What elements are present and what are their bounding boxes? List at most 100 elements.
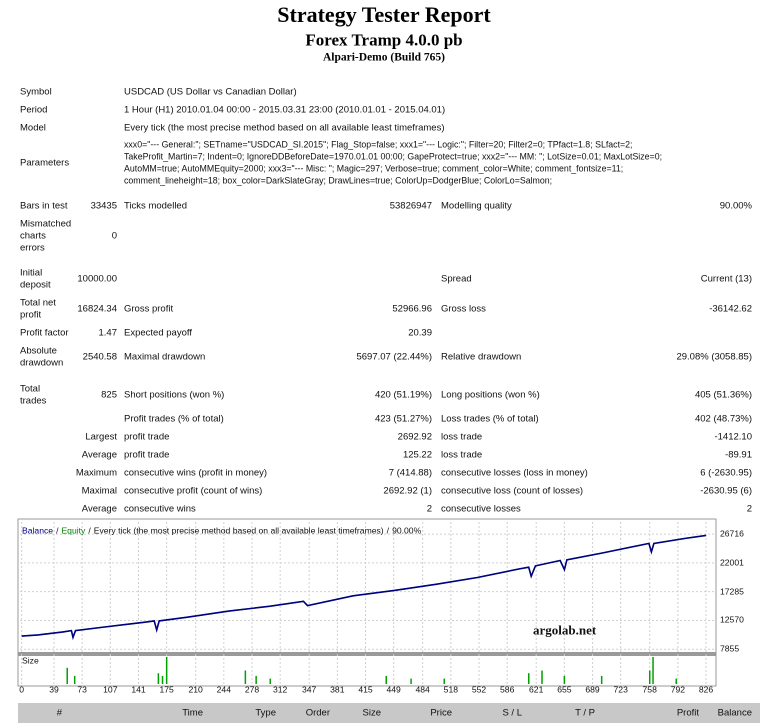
column-header: S / L xyxy=(502,707,522,719)
x-tick-label: 278 xyxy=(244,684,260,695)
row-key: Short positions (won %) xyxy=(124,389,225,401)
column-header: Profit xyxy=(676,707,699,719)
row-value: -1412.10 xyxy=(714,431,752,443)
x-tick-label: 723 xyxy=(613,684,628,695)
column-header: Balance xyxy=(717,707,752,719)
row-key: consecutive losses xyxy=(441,503,521,515)
row-key: Gross loss xyxy=(441,303,486,315)
x-tick-label: 552 xyxy=(471,684,487,695)
row-label: Total xyxy=(20,383,41,395)
row-key: Relative drawdown xyxy=(441,351,522,363)
row-label: deposit xyxy=(20,279,51,291)
x-tick-label: 347 xyxy=(301,684,317,695)
row-value: 2692.92 (1) xyxy=(383,485,432,497)
row-key: Modelling quality xyxy=(441,200,512,212)
row-key: Gross profit xyxy=(124,303,174,315)
y-tick-label: 7855 xyxy=(720,643,740,654)
row-value: 420 (51.19%) xyxy=(374,389,432,401)
row-key: Ticks modelled xyxy=(124,200,188,212)
row-value: 0 xyxy=(111,230,117,242)
x-tick-label: 141 xyxy=(131,684,146,695)
row-label: drawdown xyxy=(20,357,64,369)
size-panel-label: Size xyxy=(22,655,39,666)
column-header: Time xyxy=(182,707,203,719)
row-label: Profit factor xyxy=(20,327,69,339)
column-header: Size xyxy=(362,707,381,719)
x-tick-label: 586 xyxy=(500,684,515,695)
row-value: -89.91 xyxy=(725,449,752,461)
row-value: 402 (48.73%) xyxy=(694,413,752,425)
row-key: profit trade xyxy=(124,431,170,443)
trades-header-bar xyxy=(18,703,760,723)
row-value: -36142.62 xyxy=(709,303,752,315)
legend-entry: Balance xyxy=(22,525,54,536)
x-tick-label: 73 xyxy=(77,684,87,695)
row-label: Bars in test xyxy=(20,200,68,212)
row-key: USDCAD (US Dollar vs Canadian Dollar) xyxy=(124,86,297,98)
row-key: 1 Hour (H1) 2010.01.04 00:00 - 2015.03.3… xyxy=(124,104,446,116)
legend-separator: / xyxy=(386,525,390,536)
row-value: 1.47 xyxy=(98,327,118,339)
parameters-line: comment_lineheight=18; box_color=DarkSla… xyxy=(124,175,553,186)
parameters-line: TakeProfit_Martin=7; Indent=0; IgnoreDDB… xyxy=(124,151,663,162)
x-tick-label: 621 xyxy=(529,684,544,695)
panel-separator xyxy=(18,652,716,656)
row-label: Total net xyxy=(20,297,56,309)
chart-legend: Balance / Equity / Every tick (the most prec… xyxy=(22,525,424,536)
legend-entry: Equity xyxy=(61,525,86,536)
row-key: profit trade xyxy=(124,449,170,461)
x-tick-label: 175 xyxy=(159,684,174,695)
row-value: -2630.95 (6) xyxy=(700,485,752,497)
row-label: Initial xyxy=(20,267,43,279)
row-value: Average xyxy=(81,449,117,461)
row-value: 16824.34 xyxy=(77,303,117,315)
report-subtitle: Forex Tramp 4.0.0 pb xyxy=(305,30,463,50)
row-value: 405 (51.36%) xyxy=(694,389,752,401)
x-tick-label: 484 xyxy=(415,684,430,695)
row-key: Expected payoff xyxy=(124,327,192,339)
row-key: Spread xyxy=(441,273,472,285)
column-header: T / P xyxy=(575,707,595,719)
row-key: Profit trades (% of total) xyxy=(124,413,224,425)
row-value: Current (13) xyxy=(700,273,752,285)
row-label: Period xyxy=(20,104,48,116)
row-label: Absolute xyxy=(20,345,57,357)
parameters-line: xxx0="--- General:"; SETname="USDCAD_SI.… xyxy=(124,140,633,151)
row-value: 2 xyxy=(746,503,752,515)
x-tick-label: 449 xyxy=(386,684,401,695)
row-key: Loss trades (% of total) xyxy=(441,413,539,425)
row-key: consecutive loss (count of losses) xyxy=(441,485,584,497)
y-tick-label: 22001 xyxy=(720,557,744,568)
x-tick-label: 518 xyxy=(443,684,459,695)
x-tick-label: 107 xyxy=(103,684,118,695)
row-label: profit xyxy=(20,309,42,321)
row-value: 125.22 xyxy=(402,449,432,461)
row-value: 2540.58 xyxy=(82,351,117,363)
row-value: 2692.92 xyxy=(397,431,432,443)
y-tick-label: 17285 xyxy=(720,586,744,597)
column-header: Order xyxy=(305,707,330,719)
row-label: charts xyxy=(20,230,46,242)
row-key: consecutive wins xyxy=(124,503,196,515)
row-key: consecutive wins (profit in money) xyxy=(124,467,268,479)
row-label: Mismatched xyxy=(20,218,72,230)
column-header: # xyxy=(56,707,62,719)
row-value: 7 (414.88) xyxy=(388,467,432,479)
row-key: loss trade xyxy=(441,431,483,443)
report-server: Alpari-Demo (Build 765) xyxy=(322,51,446,64)
x-tick-label: 792 xyxy=(670,684,686,695)
legend-model: Every tick (the most precise method base… xyxy=(93,525,384,536)
legend-separator: / xyxy=(88,525,91,536)
report-title: Strategy Tester Report xyxy=(277,2,491,27)
x-tick-label: 381 xyxy=(330,684,345,695)
row-value: 52966.96 xyxy=(392,303,432,315)
row-key: loss trade xyxy=(441,449,483,461)
row-key: consecutive profit (count of wins) xyxy=(124,485,263,497)
row-value: Maximal xyxy=(81,485,117,497)
chart-frame xyxy=(17,518,717,687)
row-value: Largest xyxy=(85,431,117,443)
row-value: 29.08% (3058.85) xyxy=(676,351,752,363)
row-label: Model xyxy=(20,122,46,134)
